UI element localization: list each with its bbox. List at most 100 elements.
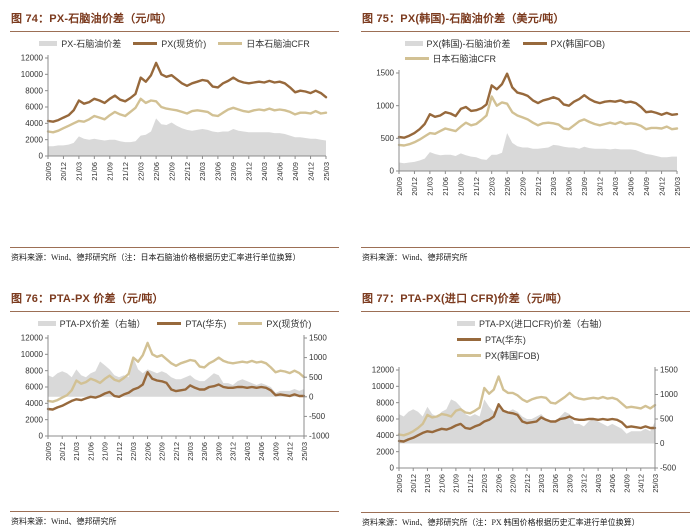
svg-text:21/09: 21/09 bbox=[452, 474, 461, 493]
svg-text:23/09: 23/09 bbox=[229, 162, 238, 181]
svg-text:1500: 1500 bbox=[660, 366, 678, 375]
legend-item: PX(韩国FOB) bbox=[522, 37, 606, 50]
figure-title-76: 图 76：PTA-PX 价差（元/吨） bbox=[10, 288, 339, 312]
svg-text:24/12: 24/12 bbox=[306, 162, 315, 181]
legend-item: PX(韩国)-石脑油价差 bbox=[404, 37, 511, 50]
svg-text:12000: 12000 bbox=[372, 366, 395, 375]
svg-text:1000: 1000 bbox=[309, 353, 327, 362]
svg-text:20/12: 20/12 bbox=[409, 474, 418, 493]
svg-text:25/03: 25/03 bbox=[673, 177, 682, 196]
source-note-74: 资料来源：Wind、德邦研究所（注：日本石脑油价格根据历史汇率进行单位换算） bbox=[10, 246, 339, 264]
svg-text:21/12: 21/12 bbox=[472, 177, 481, 196]
legend-label: PX-石脑油价差 bbox=[61, 39, 122, 49]
svg-text:24/03: 24/03 bbox=[594, 474, 603, 493]
svg-text:-500: -500 bbox=[660, 464, 677, 473]
svg-text:20/12: 20/12 bbox=[58, 442, 67, 461]
svg-text:4000: 4000 bbox=[25, 119, 43, 128]
chart-legend-76: PTA-PX价差（右轴） PTA(华东) PX(现货价) bbox=[10, 317, 339, 330]
chart-77: 0 2000 4000 6000 8000 10000 12000 -500 0 500 1000 1… bbox=[361, 364, 690, 512]
svg-text:24/03: 24/03 bbox=[260, 162, 269, 181]
svg-text:21/06: 21/06 bbox=[86, 442, 95, 461]
legend-label: PTA-PX价差（右轴） bbox=[59, 319, 146, 329]
svg-text:6000: 6000 bbox=[25, 383, 43, 392]
svg-text:23/12: 23/12 bbox=[580, 474, 589, 493]
chart-plot: 0 500 1000 1500 20/09 20/12 21/03 21/06 21/09 21/… bbox=[376, 69, 682, 196]
svg-text:22/06: 22/06 bbox=[143, 442, 152, 461]
svg-text:4000: 4000 bbox=[376, 431, 394, 440]
legend-item: PX-石脑油价差 bbox=[39, 37, 121, 50]
svg-text:23/09: 23/09 bbox=[214, 442, 223, 461]
chart-legend-74: PX-石脑油价差 PX(现货价) 日本石脑油CFR bbox=[10, 37, 339, 50]
chart-plot: 0 2000 4000 6000 8000 10000 12000 -1000 -500 0 500… bbox=[21, 334, 330, 461]
legend-line-swatch bbox=[238, 322, 263, 325]
figure-panel-77: 图 77：PTA-PX(进口 CFR)价差（元/吨） PTA-PX(进口CFR)… bbox=[361, 288, 690, 528]
svg-text:23/03: 23/03 bbox=[198, 162, 207, 181]
legend-label: PTA-PX(进口CFR)价差（右轴） bbox=[479, 319, 608, 329]
svg-text:24/09: 24/09 bbox=[271, 442, 280, 461]
svg-text:23/06: 23/06 bbox=[565, 177, 574, 196]
svg-text:1000: 1000 bbox=[376, 101, 394, 110]
chart-74: 0 2000 4000 6000 8000 10000 12000 20/09 20/12 21/… bbox=[10, 52, 339, 200]
svg-text:8000: 8000 bbox=[25, 366, 43, 375]
chart-grid-row-2: 图 76：PTA-PX 价差（元/吨） PTA-PX价差（右轴） PTA(华东) P… bbox=[10, 288, 690, 528]
legend-area-swatch bbox=[457, 321, 475, 326]
svg-text:21/06: 21/06 bbox=[90, 162, 99, 181]
legend-item: PX(韩国FOB) bbox=[457, 349, 540, 362]
legend-label: PX(韩国FOB) bbox=[550, 39, 606, 49]
svg-text:0: 0 bbox=[390, 167, 395, 176]
svg-text:10000: 10000 bbox=[21, 350, 44, 359]
svg-text:21/03: 21/03 bbox=[423, 474, 432, 493]
svg-text:22/06: 22/06 bbox=[494, 474, 503, 493]
figure-panel-76: 图 76：PTA-PX 价差（元/吨） PTA-PX价差（右轴） PTA(华东) P… bbox=[10, 288, 339, 528]
svg-text:500: 500 bbox=[381, 134, 395, 143]
svg-text:12000: 12000 bbox=[21, 54, 44, 63]
svg-text:22/03: 22/03 bbox=[136, 162, 145, 181]
svg-text:21/09: 21/09 bbox=[457, 177, 466, 196]
svg-text:0: 0 bbox=[660, 439, 665, 448]
svg-text:22/06: 22/06 bbox=[503, 177, 512, 196]
svg-text:2000: 2000 bbox=[25, 135, 43, 144]
legend-item: PX(现货价) bbox=[238, 317, 311, 330]
legend-item: PX(现货价) bbox=[133, 37, 206, 50]
figure-title-75: 图 75：PX(韩国)-石脑油价差（美元/吨） bbox=[361, 8, 690, 32]
chart-plot: 0 2000 4000 6000 8000 10000 12000 20/09 20/12 21/… bbox=[21, 54, 331, 181]
legend-line-swatch bbox=[157, 322, 182, 325]
legend-label: PX(韩国)-石脑油价差 bbox=[426, 39, 511, 49]
svg-text:23/06: 23/06 bbox=[200, 442, 209, 461]
svg-text:23/03: 23/03 bbox=[537, 474, 546, 493]
svg-text:22/03: 22/03 bbox=[480, 474, 489, 493]
svg-text:20/12: 20/12 bbox=[59, 162, 68, 181]
svg-text:0: 0 bbox=[39, 152, 44, 161]
legend-area-swatch bbox=[37, 321, 56, 326]
legend-line-swatch bbox=[457, 338, 481, 341]
svg-text:2000: 2000 bbox=[376, 447, 394, 456]
svg-text:23/09: 23/09 bbox=[565, 474, 574, 493]
chart-legend-75: PX(韩国)-石脑油价差 PX(韩国FOB) 日本石脑油CFR bbox=[395, 37, 657, 65]
svg-text:21/03: 21/03 bbox=[75, 162, 84, 181]
svg-text:21/03: 21/03 bbox=[426, 177, 435, 196]
svg-text:22/12: 22/12 bbox=[534, 177, 543, 196]
legend-label: PX(现货价) bbox=[266, 319, 312, 329]
svg-text:24/09: 24/09 bbox=[622, 474, 631, 493]
svg-text:20/12: 20/12 bbox=[410, 177, 419, 196]
chart-grid-row-1: 图 74：PX-石脑油价差（元/吨） PX-石脑油价差 PX(现货价) 日本石脑油C… bbox=[10, 8, 690, 264]
legend-item: PTA-PX(进口CFR)价差（右轴） bbox=[457, 317, 607, 330]
svg-text:23/12: 23/12 bbox=[245, 162, 254, 181]
chart-75: 0 500 1000 1500 20/09 20/12 21/03 21/06 21/09 21/… bbox=[361, 67, 690, 215]
legend-label: PTA(华东) bbox=[485, 335, 526, 345]
svg-text:1500: 1500 bbox=[376, 69, 394, 78]
svg-text:21/09: 21/09 bbox=[101, 442, 110, 461]
chart-legend-77: PTA-PX(进口CFR)价差（右轴） PTA(华东) PX(韩国FOB) bbox=[361, 317, 690, 362]
svg-text:23/03: 23/03 bbox=[186, 442, 195, 461]
svg-text:20/09: 20/09 bbox=[44, 442, 53, 461]
svg-text:24/03: 24/03 bbox=[611, 177, 620, 196]
svg-text:22/09: 22/09 bbox=[509, 474, 518, 493]
legend-label: 日本石脑油CFR bbox=[246, 39, 310, 49]
source-note-77: 资料来源：Wind、德邦研究所（注：PX 韩国价格根据历史汇率进行单位换算） bbox=[361, 512, 690, 529]
svg-text:1500: 1500 bbox=[309, 334, 327, 343]
legend-label: 日本石脑油CFR bbox=[432, 54, 497, 64]
legend-line-swatch bbox=[404, 57, 429, 60]
svg-text:24/09: 24/09 bbox=[642, 177, 651, 196]
svg-text:4000: 4000 bbox=[25, 399, 43, 408]
